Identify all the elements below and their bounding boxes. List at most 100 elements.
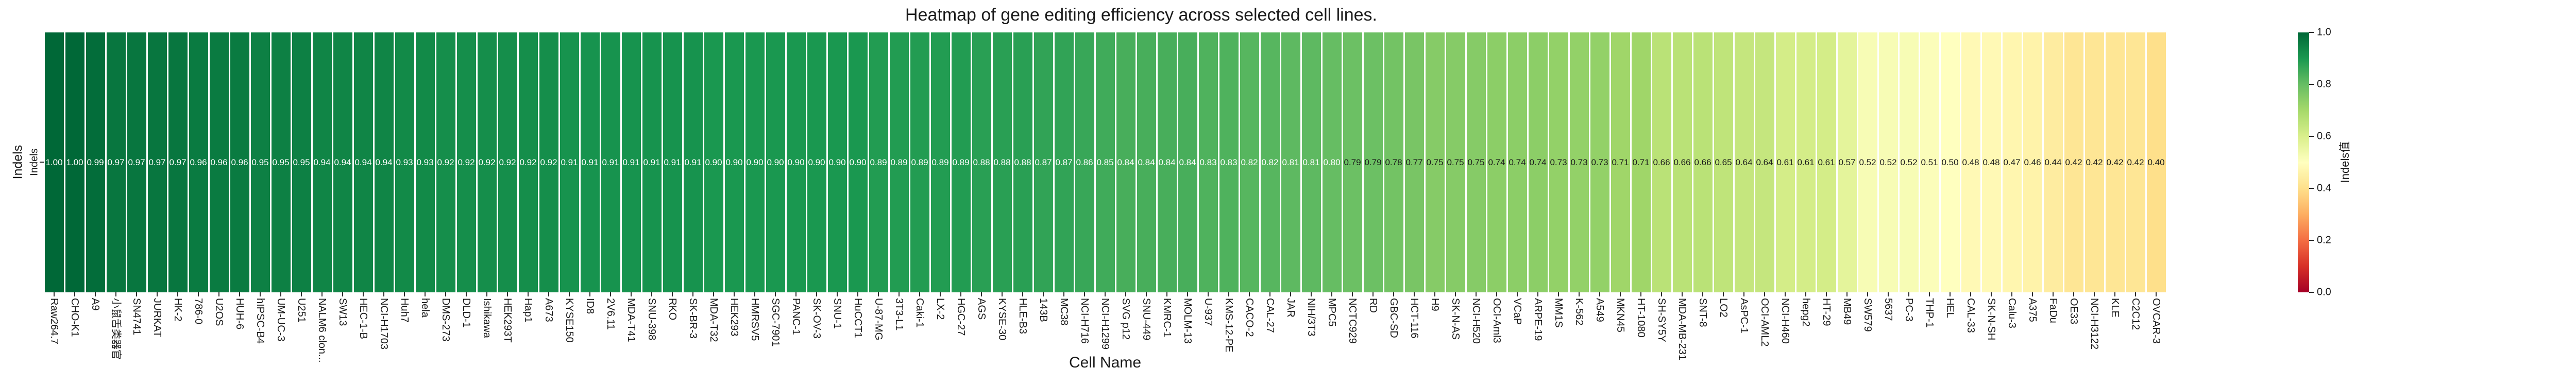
heatmap-cell: 0.75 bbox=[1425, 32, 1445, 292]
x-tick-label: NIH/3T3 bbox=[1306, 298, 1317, 337]
x-tick-mark bbox=[1743, 292, 1744, 296]
x-tick-label: SNU-398 bbox=[646, 298, 657, 341]
x-tick-label: KMS-12-PE bbox=[1223, 298, 1234, 353]
x-tick-mark bbox=[919, 292, 920, 296]
x-tick-mark bbox=[795, 292, 796, 296]
x-tick-label: MDA-T32 bbox=[708, 298, 719, 342]
cell-value: 0.87 bbox=[1055, 157, 1073, 167]
x-tick-label: HK-2 bbox=[172, 298, 183, 322]
cell-value: 0.44 bbox=[2044, 157, 2062, 167]
colorbar-tick-label: 0.8 bbox=[2317, 78, 2331, 90]
x-tick-label: NCI-H460 bbox=[1780, 298, 1791, 344]
cell-value: 0.48 bbox=[1962, 157, 1979, 167]
cell-value: 0.99 bbox=[87, 157, 104, 167]
heatmap-cell: 0.85 bbox=[1095, 32, 1115, 292]
x-tick-label: 143B bbox=[1038, 298, 1049, 322]
x-tick-label: MM1S bbox=[1553, 298, 1564, 328]
x-tick-label: U251 bbox=[296, 298, 307, 323]
x-tick-mark bbox=[775, 292, 776, 296]
heatmap-cell: 1.00 bbox=[44, 32, 64, 292]
heatmap-cell: 0.90 bbox=[724, 32, 744, 292]
x-tick-label: THP-1 bbox=[1924, 298, 1935, 328]
cell-value: 0.94 bbox=[313, 157, 331, 167]
heatmap-cell: 0.65 bbox=[1714, 32, 1733, 292]
heatmap-cell: 0.83 bbox=[1219, 32, 1239, 292]
heatmap-cell: 0.74 bbox=[1507, 32, 1527, 292]
heatmap-cell: 0.89 bbox=[930, 32, 950, 292]
x-tick-mark bbox=[2135, 292, 2136, 296]
cell-value: 0.88 bbox=[1014, 157, 1031, 167]
cell-value: 0.84 bbox=[1158, 157, 1176, 167]
x-tick-label: A9 bbox=[90, 298, 101, 311]
cell-value: 0.90 bbox=[767, 157, 784, 167]
x-tick-mark bbox=[1867, 292, 1868, 296]
cell-value: 0.79 bbox=[1344, 157, 1361, 167]
x-tick-mark bbox=[1166, 292, 1167, 296]
x-tick-mark bbox=[569, 292, 570, 296]
heatmap-cell: 0.90 bbox=[848, 32, 868, 292]
heatmap-cell: 0.91 bbox=[560, 32, 579, 292]
cell-value: 0.81 bbox=[1282, 157, 1299, 167]
x-tick-label: KYSE150 bbox=[564, 298, 575, 343]
x-tick-label: HT-29 bbox=[1821, 298, 1832, 326]
cell-value: 0.90 bbox=[725, 157, 743, 167]
x-tick-label: OCI-AML2 bbox=[1759, 298, 1770, 347]
cell-value: 0.42 bbox=[2065, 157, 2082, 167]
cell-value: 0.42 bbox=[2106, 157, 2124, 167]
heatmap-cell: 0.61 bbox=[1796, 32, 1816, 292]
heatmap-cell: 0.75 bbox=[1466, 32, 1486, 292]
x-tick-label: 小鼠舌类器官 bbox=[110, 298, 122, 360]
cell-value: 0.66 bbox=[1653, 157, 1670, 167]
cell-value: 0.66 bbox=[1694, 157, 1711, 167]
x-tick-mark bbox=[2114, 292, 2115, 296]
x-tick-label: 786-0 bbox=[193, 298, 204, 325]
heatmap-cell: 0.66 bbox=[1652, 32, 1671, 292]
x-tick-mark bbox=[1640, 292, 1641, 296]
heatmap-cell: 0.75 bbox=[1446, 32, 1465, 292]
cell-value: 0.84 bbox=[1117, 157, 1134, 167]
x-tick-label: MKN45 bbox=[1615, 298, 1626, 332]
x-tick-mark bbox=[940, 292, 941, 296]
x-tick-mark bbox=[404, 292, 405, 296]
x-tick-mark bbox=[1084, 292, 1085, 296]
cell-value: 0.73 bbox=[1591, 157, 1608, 167]
heatmap-cell: 0.87 bbox=[1033, 32, 1053, 292]
x-tick-mark bbox=[1599, 292, 1600, 296]
x-tick-mark bbox=[631, 292, 632, 296]
cell-value: 0.94 bbox=[354, 157, 372, 167]
x-tick-label: 5637 bbox=[1883, 298, 1894, 321]
heatmap-cell: 0.92 bbox=[518, 32, 538, 292]
x-tick-label: SNU-449 bbox=[1141, 298, 1152, 341]
x-tick-mark bbox=[2011, 292, 2012, 296]
x-tick-mark bbox=[2053, 292, 2054, 296]
x-tick-mark bbox=[363, 292, 364, 296]
heatmap-cell: 0.48 bbox=[1981, 32, 2001, 292]
x-tick-label: K-562 bbox=[1573, 298, 1585, 326]
cell-value: 0.91 bbox=[643, 157, 660, 167]
cell-value: 0.48 bbox=[1982, 157, 2000, 167]
x-tick-label: SNT-8 bbox=[1697, 298, 1708, 327]
heatmap-cell: 0.92 bbox=[539, 32, 558, 292]
heatmap-cell: 0.92 bbox=[498, 32, 517, 292]
x-tick-label: RD bbox=[1367, 298, 1379, 313]
heatmap-cell: 0.47 bbox=[2002, 32, 2022, 292]
x-tick-mark bbox=[899, 292, 900, 296]
x-tick-mark bbox=[1249, 292, 1250, 296]
cell-value: 0.61 bbox=[1797, 157, 1815, 167]
cell-value: 0.74 bbox=[1529, 157, 1547, 167]
x-tick-label: UM-UC-3 bbox=[275, 298, 286, 342]
heatmap-cell: 0.92 bbox=[477, 32, 497, 292]
heatmap-cell: 0.81 bbox=[1281, 32, 1300, 292]
cell-value: 0.91 bbox=[622, 157, 640, 167]
x-tick-label: HEK293 bbox=[728, 298, 740, 337]
x-tick-label: 2V6.11 bbox=[605, 298, 616, 330]
cell-value: 0.66 bbox=[1673, 157, 1691, 167]
heatmap-cell: 0.84 bbox=[1157, 32, 1177, 292]
x-tick-mark bbox=[1146, 292, 1147, 296]
heatmap-cell: 0.96 bbox=[209, 32, 229, 292]
x-tick-mark bbox=[1764, 292, 1765, 296]
x-tick-label: MC38 bbox=[1058, 298, 1070, 326]
x-tick-mark bbox=[1208, 292, 1209, 296]
heatmap-cell: 0.44 bbox=[2043, 32, 2063, 292]
heatmap: 1.00 1.00 0.99 0.97 0.97 0.97 0.97 0.96 0.96 0.96… bbox=[44, 32, 2166, 292]
